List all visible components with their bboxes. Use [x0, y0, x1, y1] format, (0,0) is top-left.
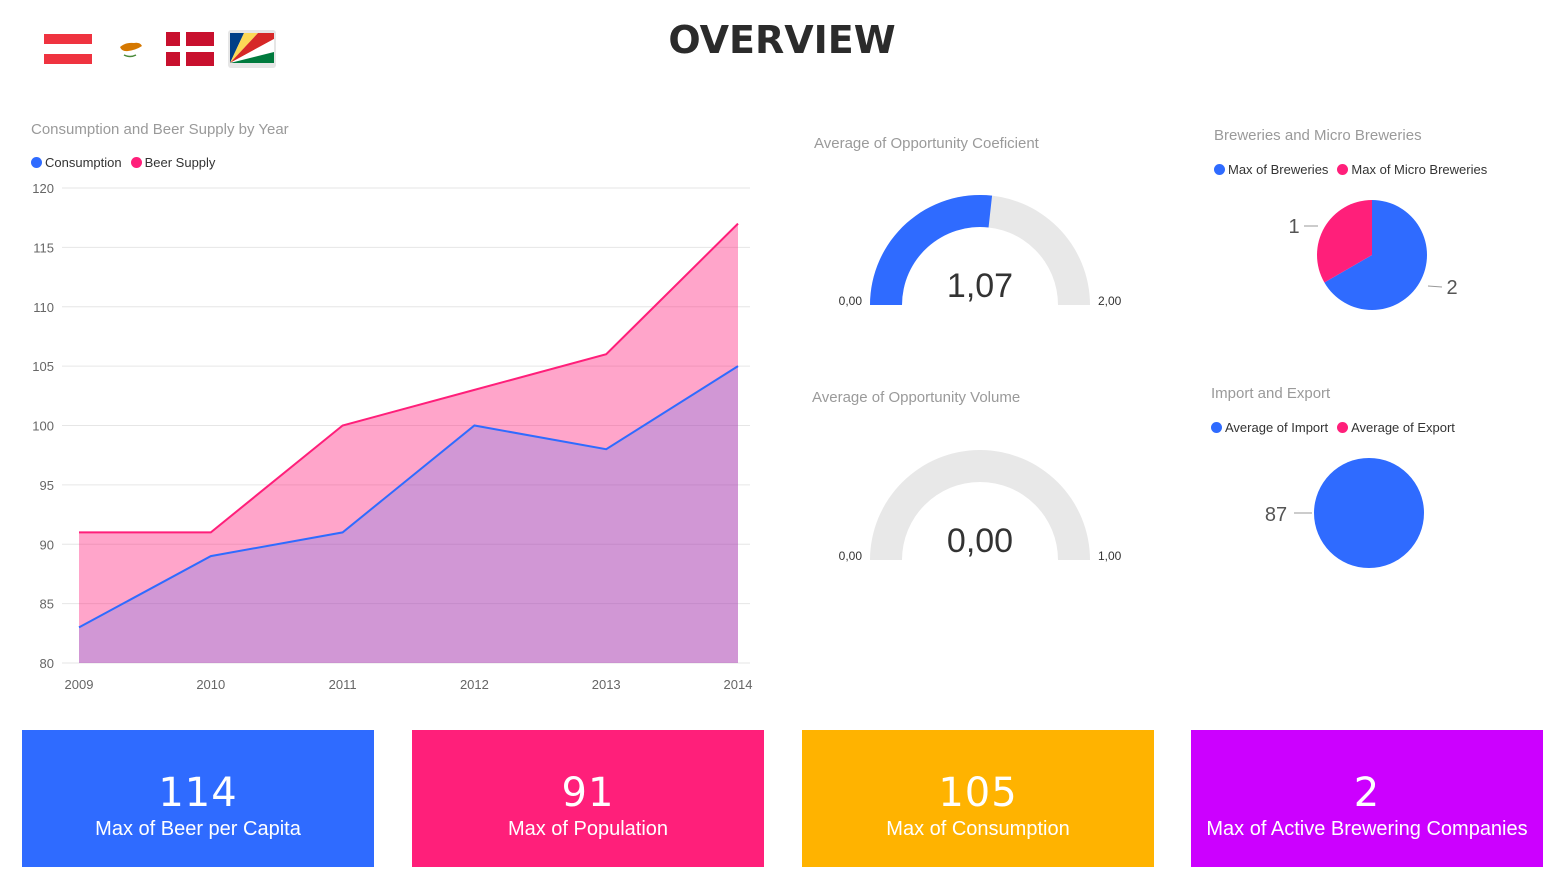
pie-leader-line	[1427, 285, 1443, 288]
pie-slice	[1314, 458, 1424, 568]
pie-data-label: 2	[1446, 277, 1457, 299]
pie-slice	[1324, 200, 1427, 310]
average-import-legend-dot	[1211, 422, 1222, 433]
kpi-card-beer-per-capita[interactable]: 114 Max of Beer per Capita	[22, 730, 374, 867]
gauge-max-label: 1,00	[1098, 549, 1122, 563]
beer-supply-area	[79, 223, 738, 663]
pie-breweries-legend: Max of Breweries Max of Micro Breweries	[1214, 162, 1496, 177]
gauge-min-label: 0,00	[839, 294, 863, 308]
legend-item-beer-supply[interactable]: Beer Supply	[130, 155, 216, 170]
pie-slice	[1317, 200, 1372, 283]
max-breweries-legend-dot	[1214, 164, 1225, 175]
y-tick-label: 110	[33, 300, 54, 315]
pie-import-export[interactable]: 87	[1250, 450, 1490, 580]
pie-breweries[interactable]: 12	[1260, 190, 1500, 320]
area-chart-legend: Consumption Beer Supply	[31, 155, 224, 170]
x-tick-label: 2014	[724, 677, 753, 692]
kpi-value: 105	[938, 770, 1018, 816]
denmark-flag-icon[interactable]	[166, 30, 214, 68]
kpi-card-consumption[interactable]: 105 Max of Consumption	[802, 730, 1154, 867]
average-export-legend-dot	[1337, 422, 1349, 433]
austria-flag-icon[interactable]	[44, 30, 92, 68]
gauge-track	[870, 450, 1090, 560]
consumption-area	[79, 366, 738, 663]
x-tick-label: 2010	[196, 677, 225, 692]
legend-item-max-breweries[interactable]: Max of Breweries	[1214, 162, 1328, 177]
legend-label-consumption: Consumption	[45, 155, 122, 170]
y-tick-label: 115	[33, 240, 54, 255]
y-tick-label: 80	[40, 656, 54, 671]
kpi-label: Max of Consumption	[886, 818, 1070, 840]
legend-item-max-micro-breweries[interactable]: Max of Micro Breweries	[1337, 162, 1487, 177]
kpi-label: Max of Beer per Capita	[95, 818, 301, 840]
legend-item-average-export[interactable]: Average of Export	[1337, 420, 1455, 435]
legend-item-consumption[interactable]: Consumption	[31, 155, 122, 170]
legend-item-average-import[interactable]: Average of Import	[1211, 420, 1328, 435]
kpi-label: Max of Active Brewering Companies	[1206, 818, 1528, 840]
beer-supply-legend-dot	[130, 157, 142, 168]
x-tick-label: 2013	[592, 677, 621, 692]
seychelles-flag-icon[interactable]	[228, 30, 276, 68]
y-tick-label: 105	[32, 359, 54, 374]
kpi-card-active-brewering-companies[interactable]: 2 Max of Active Brewering Companies	[1191, 730, 1543, 867]
pie-breweries-title: Breweries and Micro Breweries	[1214, 127, 1422, 144]
y-tick-label: 90	[40, 537, 54, 552]
x-tick-label: 2011	[329, 677, 357, 692]
x-tick-label: 2009	[65, 677, 94, 692]
area-chart[interactable]: 120 115 110 105 100 95 90 85 80 2009 2010 2011 2012 2…	[0, 0, 780, 710]
max-micro-breweries-legend-dot	[1337, 164, 1349, 175]
gauge-volume-title: Average of Opportunity Volume	[812, 389, 1021, 406]
y-tick-label: 95	[40, 478, 54, 493]
area-chart-title: Consumption and Beer Supply by Year	[31, 121, 289, 138]
consumption-legend-dot	[31, 157, 42, 168]
pie-import-export-legend: Average of Import Average of Export	[1211, 420, 1464, 435]
legend-label-average-import: Average of Import	[1225, 420, 1329, 435]
gauge-fill	[870, 195, 993, 305]
pie-data-label: 1	[1288, 216, 1299, 238]
y-tick-label: 120	[32, 181, 54, 196]
consumption-line	[78, 365, 739, 629]
gauge-max-label: 2,00	[1098, 294, 1122, 308]
gauge-opportunity-coefficient[interactable]: 1,07 0,00 2,00	[820, 180, 1150, 330]
pie-data-label: 87	[1265, 504, 1287, 526]
gauge-opportunity-volume[interactable]: 0,00 0,00 1,00	[820, 435, 1150, 585]
legend-label-max-breweries: Max of Breweries	[1228, 162, 1329, 177]
legend-label-max-micro-breweries: Max of Micro Breweries	[1351, 162, 1488, 177]
legend-label-beer-supply: Beer Supply	[144, 155, 216, 170]
y-tick-label: 100	[32, 419, 54, 434]
kpi-value: 114	[158, 770, 238, 816]
cyprus-flag-icon[interactable]	[106, 30, 154, 68]
kpi-value: 2	[1353, 770, 1381, 816]
kpi-value: 91	[561, 770, 615, 816]
gauge-value-label: 0,00	[947, 522, 1013, 560]
y-tick-label: 85	[40, 597, 54, 612]
kpi-label: Max of Population	[507, 818, 669, 840]
pie-import-export-title: Import and Export	[1211, 385, 1331, 402]
page-title: OVERVIEW	[668, 18, 896, 62]
kpi-card-population[interactable]: 91 Max of Population	[412, 730, 764, 867]
gauge-value-label: 1,07	[947, 267, 1013, 305]
legend-label-average-export: Average of Export	[1351, 420, 1455, 435]
gauge-coefficient-title: Average of Opportunity Coeficient	[814, 135, 1039, 152]
gauge-min-label: 0,00	[839, 549, 863, 563]
x-tick-label: 2012	[460, 677, 489, 692]
beer-supply-line	[79, 222, 739, 534]
